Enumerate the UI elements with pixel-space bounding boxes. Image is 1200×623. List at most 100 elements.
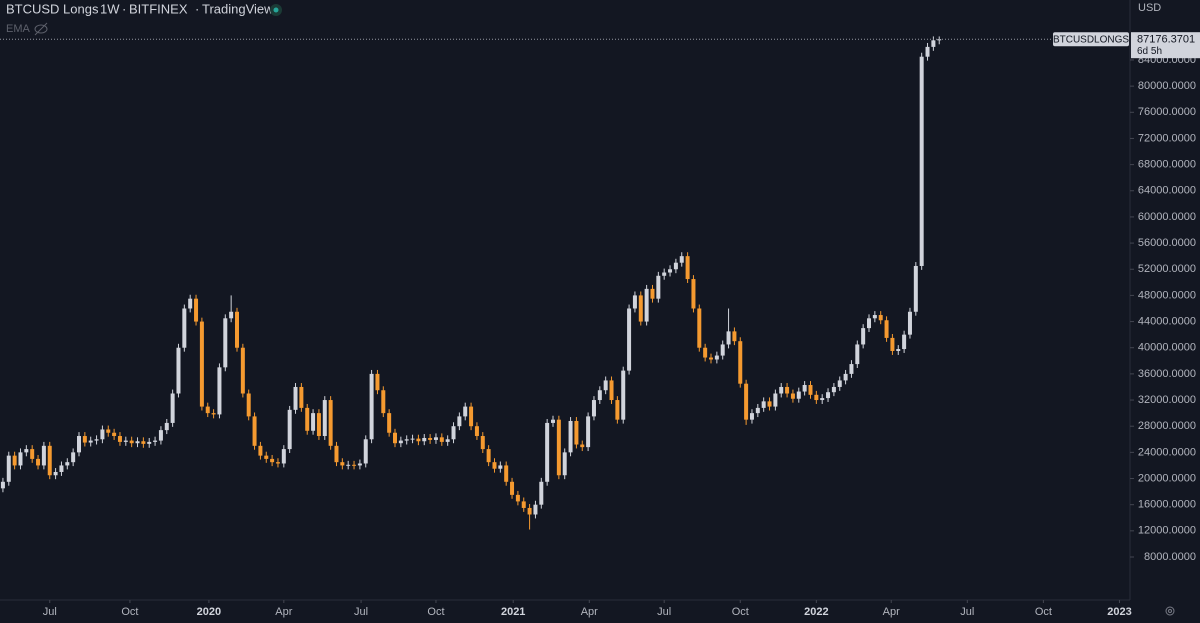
indicator-label[interactable]: EMA [6, 23, 31, 35]
candle-body [872, 315, 877, 319]
x-tick-label: 2020 [197, 606, 221, 618]
candle-body [919, 56, 924, 266]
candle-body [36, 458, 41, 466]
candle-body [141, 441, 146, 444]
candle-body [545, 422, 550, 482]
candle-body [158, 430, 163, 441]
candle-body [831, 386, 836, 393]
y-tick-label: 68000.0000 [1138, 159, 1196, 171]
candle-body [510, 481, 515, 495]
candle-body [867, 318, 872, 329]
candle-body [796, 391, 801, 399]
candle-body [457, 416, 462, 427]
candle-body [650, 288, 655, 299]
candle-body [369, 373, 374, 440]
candle-body [0, 481, 5, 489]
candle-body [668, 269, 673, 273]
candle-body [474, 426, 479, 437]
candle-body [632, 295, 637, 309]
candle-body [492, 462, 497, 469]
candle-body [59, 465, 64, 472]
y-tick-label: 48000.0000 [1138, 289, 1196, 301]
y-tick-label: 64000.0000 [1138, 185, 1196, 197]
candle-body [878, 315, 883, 321]
candle-body [785, 386, 790, 394]
hidden-icon[interactable] [34, 22, 48, 36]
interval[interactable]: 1W [100, 1, 120, 16]
x-tick-label: Apr [275, 606, 292, 618]
candle-body [182, 308, 187, 348]
candle-body [100, 429, 105, 440]
candle-body [410, 438, 415, 440]
countdown-label: 6d 5h [1137, 46, 1162, 57]
y-tick-label: 72000.0000 [1138, 132, 1196, 144]
candle-body [644, 288, 649, 322]
candle-body [761, 401, 766, 408]
candle-body [709, 357, 714, 360]
y-tick-label: 56000.0000 [1138, 237, 1196, 249]
candle-body [240, 347, 245, 394]
candle-body [387, 413, 392, 433]
candle-body [515, 494, 520, 502]
candle-body [697, 308, 702, 348]
y-tick-label: 84000.0000 [1138, 54, 1196, 66]
y-tick-label: 76000.0000 [1138, 106, 1196, 118]
candle-body [235, 311, 240, 348]
candle-body [340, 462, 345, 466]
x-tick-label: 2023 [1107, 606, 1131, 618]
candle-body [749, 413, 754, 420]
symbol-title[interactable]: BTCUSD Longs [6, 1, 99, 16]
candle-body [896, 349, 901, 351]
candle-body [334, 445, 339, 463]
candle-body [820, 398, 825, 401]
candle-body [744, 383, 749, 420]
y-tick-label: 24000.0000 [1138, 446, 1196, 458]
candle-body [170, 393, 175, 423]
x-tick-label: 2021 [501, 606, 525, 618]
candle-body [18, 452, 23, 466]
candle-body [861, 328, 866, 345]
candle-body [416, 438, 421, 442]
candle-body [439, 437, 444, 442]
y-tick-label: 44000.0000 [1138, 315, 1196, 327]
candle-body [527, 507, 532, 515]
candle-body [223, 318, 228, 368]
candle-body [931, 40, 936, 47]
candle-body [498, 465, 503, 469]
y-tick-label: 32000.0000 [1138, 394, 1196, 406]
candle-body [194, 298, 199, 322]
candle-body [47, 445, 52, 476]
x-tick-label: Apr [883, 606, 900, 618]
candle-body [902, 334, 907, 350]
candle-body [164, 422, 169, 431]
candle-body [884, 320, 889, 338]
candle-body [123, 440, 128, 442]
x-tick-label: Oct [732, 606, 749, 618]
candle-body [790, 393, 795, 399]
candle-body [71, 452, 76, 463]
candle-body [586, 416, 591, 448]
candle-body [106, 429, 111, 433]
candle-body [855, 344, 860, 365]
y-tick-label: 52000.0000 [1138, 263, 1196, 275]
candle-body [679, 256, 684, 263]
candle-body [469, 406, 474, 427]
candle-body [568, 420, 573, 453]
candle-body [12, 455, 17, 466]
candle-body [246, 393, 251, 417]
candle-body [211, 413, 216, 415]
candle-body [580, 444, 585, 448]
candle-body [316, 413, 321, 437]
candle-body [258, 445, 263, 456]
candle-body [849, 364, 854, 374]
y-tick-label: 36000.0000 [1138, 368, 1196, 380]
settings-icon[interactable] [1165, 606, 1175, 616]
candle-body [533, 504, 538, 515]
candle-body [808, 385, 813, 395]
candle-body [937, 39, 942, 41]
candle-body [82, 436, 87, 443]
candle-body [299, 386, 304, 408]
candle-body [264, 455, 269, 459]
candle-body [363, 439, 368, 464]
